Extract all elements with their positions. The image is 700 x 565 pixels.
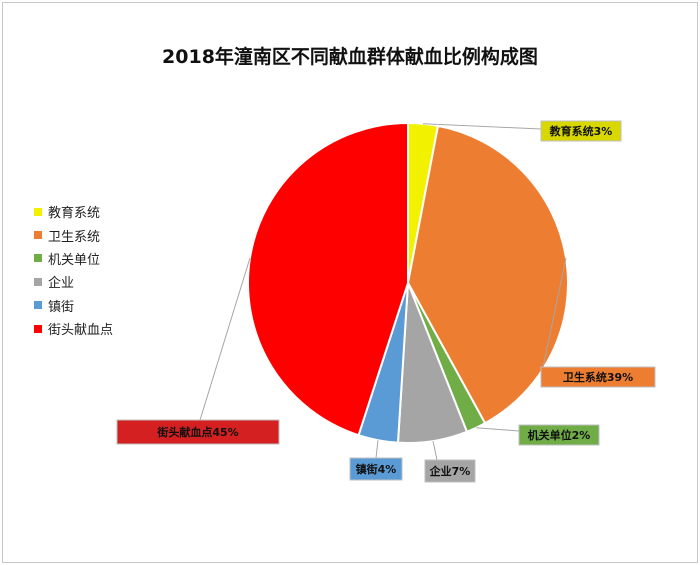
data-label: 街头献血点45% — [156, 425, 238, 439]
legend-item: 镇街 — [34, 294, 113, 317]
pie-slice — [406, 124, 569, 425]
legend-swatch — [34, 301, 42, 310]
leader-line — [199, 257, 251, 421]
pie-slice — [247, 121, 409, 437]
legend-swatch — [34, 231, 42, 240]
legend-swatch — [34, 324, 42, 333]
legend-swatch — [34, 254, 42, 263]
legend-label: 企业 — [48, 276, 75, 292]
legend-label: 卫生系统 — [48, 229, 101, 245]
data-label: 企业7% — [429, 464, 471, 478]
leader-line — [423, 123, 542, 130]
legend-swatch — [34, 207, 42, 216]
data-label: 镇街4% — [356, 462, 397, 476]
leader-line — [375, 440, 379, 459]
leader-line — [432, 440, 438, 461]
data-label-box — [540, 120, 622, 142]
legend-swatch — [34, 277, 42, 286]
chart-legend: 教育系统 卫生系统 机关单位 企业 镇街 街头献血点 — [34, 200, 113, 340]
data-label-box — [540, 366, 656, 388]
legend-item: 机关单位 — [34, 247, 113, 270]
leader-line — [540, 257, 567, 378]
data-label-box — [424, 459, 476, 483]
legend-label: 街头献血点 — [48, 323, 114, 339]
legend-label: 教育系统 — [48, 206, 101, 222]
legend-item: 街头献血点 — [34, 317, 113, 340]
legend-item: 教育系统 — [34, 200, 113, 223]
legend-item: 卫生系统 — [34, 223, 113, 246]
chart-title: 2018年潼南区不同献血群体献血比例构成图 — [162, 46, 538, 68]
legend-label: 机关单位 — [48, 252, 101, 268]
data-label: 教育系统3% — [549, 124, 613, 138]
leader-line — [476, 427, 520, 432]
data-label: 卫生系统39% — [563, 370, 633, 384]
data-label-box — [518, 424, 600, 446]
legend-label: 镇街 — [48, 299, 75, 315]
data-label: 机关单位2% — [528, 428, 591, 442]
data-label-box — [349, 457, 403, 481]
legend-item: 企业 — [34, 270, 113, 293]
data-label-box — [116, 419, 280, 445]
